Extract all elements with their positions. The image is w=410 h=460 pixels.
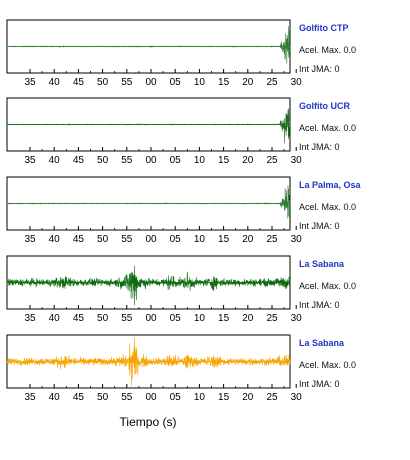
x-tick-label: 00 xyxy=(145,392,157,403)
x-tick-label: 10 xyxy=(194,234,206,245)
x-tick-label: 05 xyxy=(170,155,182,166)
jma-intensity-label: Int JMA: 0 xyxy=(299,300,340,310)
station-name: La Sabana xyxy=(299,259,345,269)
x-tick-label: 15 xyxy=(218,313,230,324)
x-tick-label: 45 xyxy=(73,313,85,324)
x-tick-label: 50 xyxy=(97,155,109,166)
x-tick-label: 55 xyxy=(121,313,133,324)
seismogram-panel: 35 40 45 50 55 00 05 10 15 20 25 30 xyxy=(6,255,303,324)
x-tick-label: 35 xyxy=(24,234,36,245)
x-axis-title: Tiempo (s) xyxy=(120,415,177,429)
x-tick-label: 10 xyxy=(194,313,206,324)
peak-acceleration-label: Acel. Max. 0.0 xyxy=(299,202,357,212)
x-tick-label: 30 xyxy=(291,234,303,245)
x-tick-label: 10 xyxy=(194,392,206,403)
x-tick-label: 15 xyxy=(218,77,230,88)
x-tick-label: 00 xyxy=(145,155,157,166)
x-tick-label: 25 xyxy=(266,392,278,403)
x-tick-label: 30 xyxy=(291,77,303,88)
x-tick-label: 40 xyxy=(49,313,61,324)
x-tick-label: 40 xyxy=(49,77,61,88)
x-tick-label: 40 xyxy=(49,155,61,166)
jma-intensity-label: Int JMA: 0 xyxy=(299,379,340,389)
x-tick-label: 05 xyxy=(170,313,182,324)
seismogram-trace xyxy=(6,26,291,64)
x-tick-label: 00 xyxy=(145,234,157,245)
x-tick-label: 45 xyxy=(73,155,85,166)
x-tick-label: 50 xyxy=(97,77,109,88)
x-tick-label: 35 xyxy=(24,313,36,324)
x-tick-label: 45 xyxy=(73,392,85,403)
x-tick-label: 20 xyxy=(242,77,254,88)
jma-intensity-label: Int JMA: 0 xyxy=(299,142,340,152)
x-tick-label: 50 xyxy=(97,234,109,245)
seismogram-panel: 35 40 45 50 55 00 05 10 15 20 25 30 xyxy=(6,19,303,88)
station-name: Golfito UCR xyxy=(299,101,350,111)
seismogram-trace xyxy=(6,184,291,221)
x-tick-label: 55 xyxy=(121,155,133,166)
x-tick-label: 30 xyxy=(291,313,303,324)
x-tick-label: 35 xyxy=(24,155,36,166)
x-tick-label: 25 xyxy=(266,77,278,88)
x-tick-label: 25 xyxy=(266,155,278,166)
jma-intensity-label: Int JMA: 0 xyxy=(299,64,340,74)
x-tick-label: 30 xyxy=(291,155,303,166)
x-tick-label: 55 xyxy=(121,77,133,88)
seismogram-trace xyxy=(6,265,291,306)
x-tick-label: 05 xyxy=(170,77,182,88)
x-tick-label: 20 xyxy=(242,155,254,166)
station-name: La Sabana xyxy=(299,338,345,348)
seismogram-panel: 35 40 45 50 55 00 05 10 15 20 25 30 xyxy=(6,334,303,403)
peak-acceleration-label: Acel. Max. 0.0 xyxy=(299,123,357,133)
x-tick-label: 15 xyxy=(218,155,230,166)
x-tick-label: 35 xyxy=(24,77,36,88)
x-tick-label: 50 xyxy=(97,313,109,324)
x-tick-label: 30 xyxy=(291,392,303,403)
seismogram-panel: 35 40 45 50 55 00 05 10 15 20 25 30 xyxy=(6,97,303,166)
x-tick-label: 20 xyxy=(242,234,254,245)
x-tick-label: 05 xyxy=(170,234,182,245)
x-tick-label: 40 xyxy=(49,392,61,403)
x-tick-label: 10 xyxy=(194,155,206,166)
x-tick-label: 50 xyxy=(97,392,109,403)
seismogram-panel: 35 40 45 50 55 00 05 10 15 20 25 30 xyxy=(6,176,303,245)
x-tick-label: 05 xyxy=(170,392,182,403)
peak-acceleration-label: Acel. Max. 0.0 xyxy=(299,45,357,55)
jma-intensity-label: Int JMA: 0 xyxy=(299,221,340,231)
seismogram-trace xyxy=(6,108,291,144)
x-tick-label: 20 xyxy=(242,313,254,324)
x-tick-label: 20 xyxy=(242,392,254,403)
x-tick-label: 45 xyxy=(73,77,85,88)
station-name: La Palma, Osa xyxy=(299,180,361,190)
x-tick-label: 25 xyxy=(266,234,278,245)
peak-acceleration-label: Acel. Max. 0.0 xyxy=(299,360,357,370)
x-tick-label: 25 xyxy=(266,313,278,324)
x-tick-label: 10 xyxy=(194,77,206,88)
x-tick-label: 55 xyxy=(121,234,133,245)
peak-acceleration-label: Acel. Max. 0.0 xyxy=(299,281,357,291)
x-tick-label: 55 xyxy=(121,392,133,403)
x-tick-label: 15 xyxy=(218,392,230,403)
station-name: Golfito CTP xyxy=(299,23,349,33)
x-tick-label: 00 xyxy=(145,313,157,324)
x-tick-label: 00 xyxy=(145,77,157,88)
seismogram-trace xyxy=(6,336,291,387)
x-tick-label: 45 xyxy=(73,234,85,245)
x-tick-label: 15 xyxy=(218,234,230,245)
x-tick-label: 35 xyxy=(24,392,36,403)
x-tick-label: 40 xyxy=(49,234,61,245)
